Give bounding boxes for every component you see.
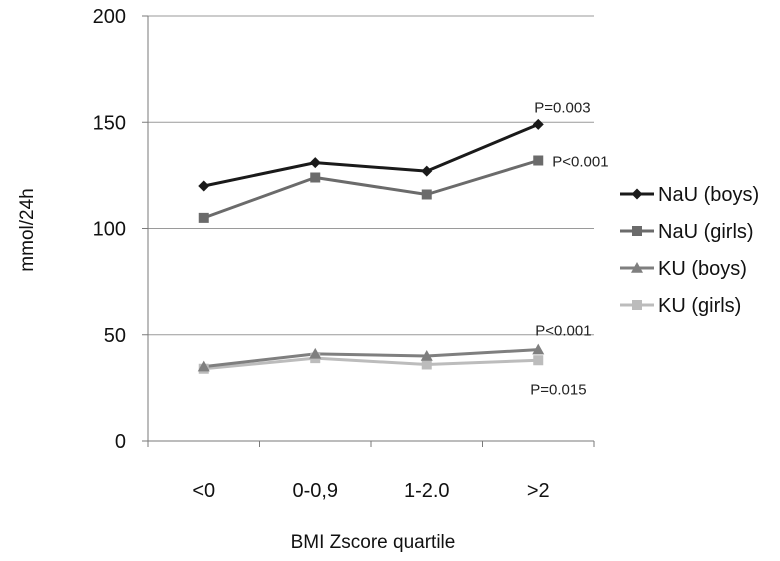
series-0-point-3 [532,118,544,130]
series-0-point-2 [421,165,433,177]
annotation-0: P=0.003 [534,99,590,116]
series-lines [203,122,539,371]
series-1-point-1 [310,172,321,183]
y-axis-label: mmol/24h [17,188,38,271]
series-2-point-0 [197,360,210,372]
series-line-3 [203,356,539,371]
series-line-1 [203,159,539,220]
legend-label-0: NaU (boys) [658,184,759,206]
series-1-point-3 [533,155,544,166]
series-3-point-3 [533,355,544,366]
series-line-2 [203,348,539,369]
series-2-point-3 [532,343,545,355]
series-1-point-2 [421,189,432,200]
legend-label-3: KU (girls) [658,295,741,317]
legend-label-2: KU (boys) [658,258,747,280]
annotations: P=0.003 P<0.001 P<0.001 P=0.015 [530,99,608,398]
annotation-1: P<0.001 [552,154,608,171]
annotation-3: P=0.015 [530,381,586,398]
series-0-point-0 [198,180,210,192]
x-tick-label-1: 0-0,9 [292,480,338,502]
x-axis-label: BMI Zscore quartile [291,532,456,553]
legend-marker-2 [631,262,643,273]
y-tick-label-3: 150 [93,112,126,134]
x-tick-label-0: <0 [192,480,215,502]
x-tick-labels: <0 0-0,9 1-2.0 >2 [192,480,549,502]
series-3-point-2 [421,359,432,370]
annotation-2: P<0.001 [535,323,591,340]
series-line-0 [203,122,539,188]
legend-marker-1 [632,226,642,236]
legend-label-1: NaU (girls) [658,221,754,243]
legend-marker-0 [631,188,643,200]
x-tick-label-2: 1-2.0 [404,480,450,502]
series-2-point-2 [420,350,433,361]
x-tick-label-3: >2 [527,480,550,502]
y-tick-labels: 0 50 100 150 200 [93,6,126,453]
y-tick-label-0: 0 [115,431,126,453]
legend: NaU (boys) NaU (girls) KU (boys) KU (girls) [620,184,759,317]
legend-marker-3 [632,300,642,310]
series-2-point-1 [309,347,322,359]
y-tick-label-1: 50 [104,325,126,347]
y-tick-label-2: 100 [93,219,126,241]
y-tick-label-4: 200 [93,6,126,28]
series-markers [197,118,545,374]
axes [142,15,595,447]
series-0-point-1 [309,157,321,169]
gridlines [148,15,594,336]
series-1-point-0 [198,212,209,223]
